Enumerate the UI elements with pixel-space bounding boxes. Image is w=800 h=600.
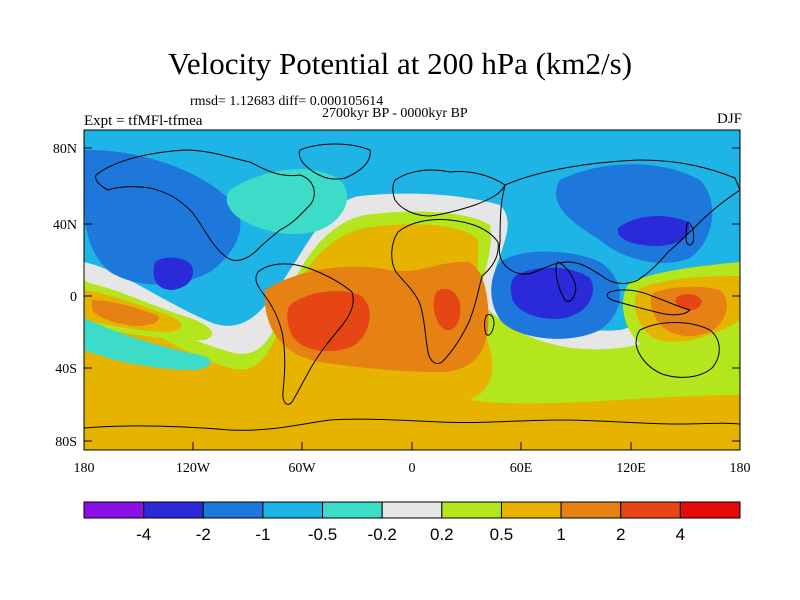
colorbar-swatch xyxy=(679,501,741,519)
colorbar-swatch xyxy=(381,501,443,519)
y-axis-ticks xyxy=(84,147,740,442)
contour-pacific-west-2 xyxy=(92,300,159,326)
contour-4-africa xyxy=(433,288,461,331)
colorbar-labels: -4 -2 -1 -0.5 -0.2 0.2 0.5 1 2 4 xyxy=(136,525,685,544)
colorbar-label: 0.2 xyxy=(430,525,454,544)
x-tick-label: 180 xyxy=(730,461,751,476)
colorbar-swatch xyxy=(83,501,145,519)
contour-neg-atlantic-north xyxy=(226,169,348,235)
coast-madagascar xyxy=(484,313,495,336)
colorbar-label: 4 xyxy=(676,525,685,544)
contour-wpac-4 xyxy=(675,294,702,310)
colorbar-swatch xyxy=(620,501,681,519)
coast-asia xyxy=(498,159,740,284)
colorbar-label: -4 xyxy=(136,525,151,544)
colorbar-label: 1 xyxy=(556,525,565,544)
y-tick-label: 0 xyxy=(70,290,77,305)
map-title: Velocity Potential at 200 hPa (km2/s) xyxy=(167,46,633,81)
colorbar-swatch xyxy=(322,501,383,519)
colorbar-swatch xyxy=(202,501,264,519)
coast-australia xyxy=(635,322,720,378)
x-tick-label: 120E xyxy=(616,461,646,476)
colorbar-swatch xyxy=(262,501,324,519)
contour-neg-southern-ocean xyxy=(84,318,211,370)
season-label: DJF xyxy=(716,111,742,127)
colorbar-label: -0.2 xyxy=(368,525,397,544)
y-tick-label: 80S xyxy=(55,435,77,450)
x-tick-label: 120W xyxy=(176,461,211,476)
colorbar-label: -0.5 xyxy=(308,525,337,544)
x-tick-label: 0 xyxy=(409,461,416,476)
period-label: 2700kyr BP - 0000kyr BP xyxy=(322,106,468,121)
coastlines xyxy=(84,143,740,431)
coast-north-america xyxy=(95,149,315,261)
stats-label: rmsd= 1.12683 diff= 0.000105614 xyxy=(190,94,384,109)
x-tick-label: 60E xyxy=(510,461,533,476)
coast-europe xyxy=(392,169,506,217)
coast-indonesia xyxy=(606,289,691,316)
coast-south-america xyxy=(255,263,354,405)
contour-neg-indian-inner xyxy=(510,267,593,319)
colorbar-label: 0.5 xyxy=(490,525,514,544)
y-tick-label: 40S xyxy=(55,362,77,377)
contour-neg-pacific xyxy=(84,150,241,285)
x-axis-ticks xyxy=(83,442,741,450)
contour-4 xyxy=(287,291,370,352)
colorbar-swatch xyxy=(500,501,562,519)
coast-japan xyxy=(685,221,695,246)
coast-india xyxy=(555,261,577,302)
y-tick-label: 40N xyxy=(53,218,77,233)
x-tick-label: 180 xyxy=(74,461,95,476)
colorbar-swatch xyxy=(560,501,622,519)
colorbar-swatch xyxy=(143,501,204,519)
colorbar-label: -1 xyxy=(255,525,270,544)
colorbar-label: 2 xyxy=(616,525,625,544)
colorbar xyxy=(83,501,741,519)
coast-greenland xyxy=(298,143,371,180)
colorbar-label: -2 xyxy=(196,525,211,544)
x-tick-label: 60W xyxy=(288,461,316,476)
contour-neg-asia-inner xyxy=(617,216,690,246)
y-tick-label: 80N xyxy=(53,142,77,157)
colorbar-swatch xyxy=(441,501,502,519)
experiment-label: Expt = tfMFl-tfmea xyxy=(84,113,203,129)
contour-neg-pacific-inner xyxy=(153,257,194,290)
coast-antarctica xyxy=(84,418,740,431)
coast-africa xyxy=(391,219,499,365)
